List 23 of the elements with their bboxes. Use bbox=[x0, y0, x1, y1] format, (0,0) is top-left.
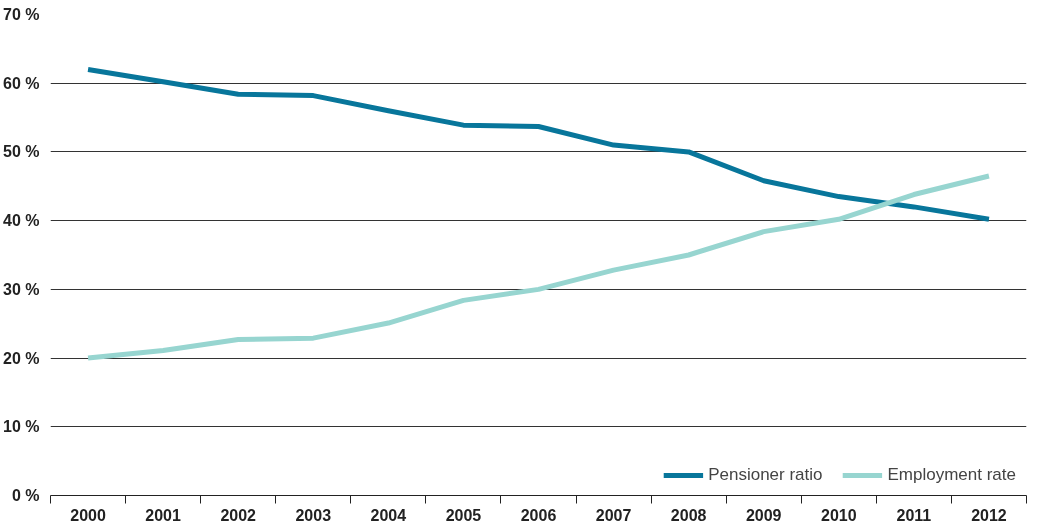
x-tick-label: 2002 bbox=[220, 506, 257, 524]
x-tick-label: 2010 bbox=[821, 506, 857, 524]
x-tick-label: 2000 bbox=[70, 506, 106, 524]
x-tick-label: 2007 bbox=[595, 506, 632, 524]
x-tick-label: 2001 bbox=[145, 506, 182, 524]
x-tick-label: 2004 bbox=[370, 506, 407, 524]
x-tick-label: 2006 bbox=[520, 506, 557, 524]
y-tick-label: 60 % bbox=[3, 74, 40, 92]
y-tick-label: 40 % bbox=[3, 212, 40, 230]
y-tick-label: 0 % bbox=[11, 487, 40, 504]
x-tick-label: 2011 bbox=[896, 506, 932, 524]
y-tick-label: 50 % bbox=[3, 143, 40, 161]
legend-label: Pensioner ratio bbox=[708, 465, 823, 485]
x-tick-label: 2009 bbox=[745, 506, 782, 524]
x-tick-label: 2003 bbox=[295, 506, 332, 524]
y-tick-label: 70 % bbox=[3, 6, 40, 23]
y-tick-label: 20 % bbox=[3, 349, 40, 367]
y-tick-label: 30 % bbox=[3, 280, 40, 298]
y-tick-label: 10 % bbox=[3, 418, 40, 436]
legend-label: Employment rate bbox=[887, 465, 1016, 485]
x-tick-label: 2005 bbox=[445, 506, 482, 524]
x-tick-label: 2012 bbox=[971, 506, 1007, 524]
x-tick-label: 2008 bbox=[670, 506, 707, 524]
